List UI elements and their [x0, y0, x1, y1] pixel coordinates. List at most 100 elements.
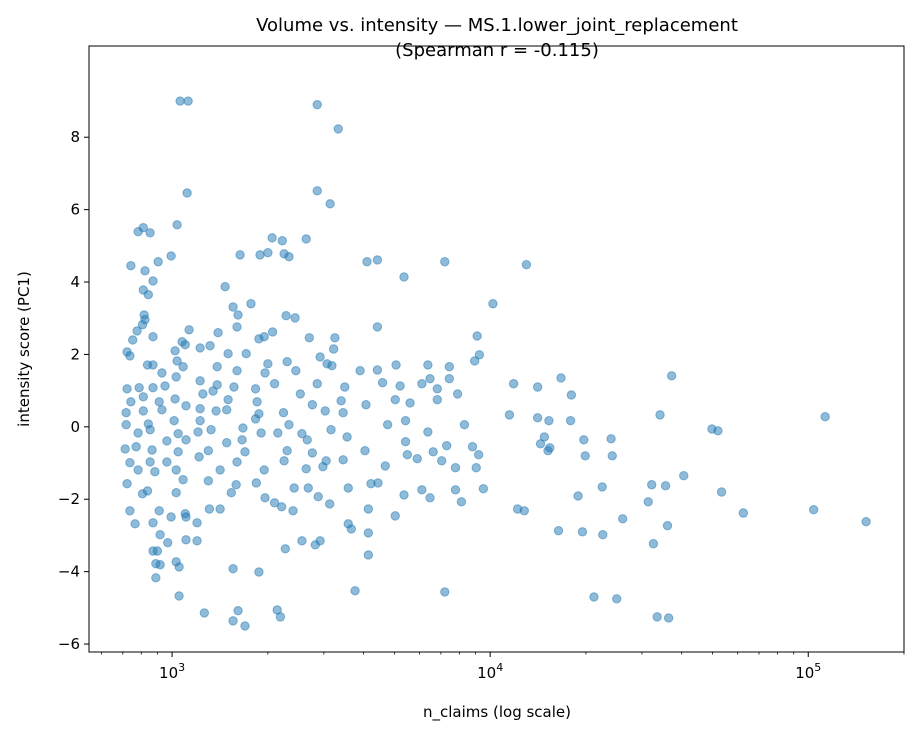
data-point — [138, 223, 149, 233]
data-point — [162, 436, 172, 446]
data-point — [269, 379, 280, 389]
data-point — [137, 320, 148, 330]
data-point — [212, 362, 222, 372]
data-point — [171, 372, 181, 382]
data-point — [738, 508, 749, 518]
data-point — [151, 573, 161, 583]
data-point — [363, 504, 374, 514]
data-point — [471, 463, 481, 473]
data-point — [400, 415, 411, 426]
data-point — [373, 478, 383, 488]
data-point — [137, 489, 148, 499]
data-point — [312, 99, 322, 110]
data-point — [441, 440, 452, 451]
data-point — [269, 498, 280, 508]
data-point — [579, 435, 589, 445]
data-point — [172, 220, 182, 230]
data-point — [598, 530, 608, 540]
data-point — [195, 404, 205, 414]
data-point — [157, 405, 167, 415]
data-point — [327, 360, 337, 371]
data-point — [436, 456, 447, 466]
data-point — [643, 497, 653, 507]
data-point — [177, 337, 187, 347]
data-point — [120, 444, 130, 454]
data-point — [155, 530, 165, 540]
data-point — [390, 511, 400, 521]
data-point — [577, 527, 588, 537]
data-point — [399, 490, 409, 500]
data-point — [417, 379, 427, 389]
data-point — [148, 331, 158, 342]
data-point — [215, 465, 225, 475]
data-point — [205, 341, 215, 351]
data-point — [152, 546, 163, 556]
data-point — [469, 356, 480, 366]
data-point — [312, 379, 322, 389]
data-point — [423, 427, 433, 437]
data-point — [808, 505, 819, 515]
x-tick-label: 104 — [477, 661, 503, 682]
data-point — [240, 447, 250, 457]
data-point — [282, 446, 292, 456]
data-point — [428, 447, 438, 457]
data-point — [235, 250, 245, 260]
data-point — [254, 567, 264, 577]
data-point — [432, 394, 442, 405]
data-point — [162, 457, 172, 467]
data-point — [260, 493, 270, 503]
data-point — [333, 124, 343, 134]
data-point — [343, 483, 353, 493]
axes: 103 104 105 −6 −4 −2 0 2 4 6 8 — [58, 128, 905, 682]
data-point — [228, 302, 238, 312]
data-point — [648, 539, 659, 549]
data-point — [544, 415, 554, 426]
data-point — [222, 438, 232, 448]
data-point — [452, 389, 463, 399]
data-point — [338, 455, 348, 465]
data-point — [173, 447, 183, 457]
data-point — [143, 289, 154, 300]
data-point — [232, 457, 242, 467]
data-point — [240, 621, 250, 631]
data-point — [263, 248, 273, 258]
data-point — [504, 410, 515, 420]
data-point — [713, 426, 723, 436]
data-point — [519, 506, 529, 516]
data-point — [312, 186, 322, 196]
data-point — [363, 550, 374, 560]
data-point — [573, 491, 583, 501]
data-point — [153, 257, 163, 267]
data-point — [423, 360, 433, 370]
data-point — [233, 310, 243, 320]
y-tick-label: −2 — [58, 490, 80, 508]
data-point — [372, 365, 383, 375]
data-point — [259, 331, 269, 342]
data-point — [169, 415, 179, 426]
data-point — [183, 96, 193, 106]
data-point — [256, 428, 266, 438]
data-point — [166, 512, 176, 522]
data-point — [302, 435, 312, 445]
x-tick-label: 103 — [159, 661, 185, 682]
data-point — [377, 377, 388, 388]
data-point — [174, 562, 184, 572]
data-point — [182, 188, 192, 198]
data-point — [310, 540, 321, 550]
data-point — [617, 514, 628, 524]
data-point — [307, 400, 318, 410]
data-point — [820, 411, 830, 422]
data-point — [450, 485, 461, 495]
data-point — [222, 405, 232, 415]
data-point — [166, 251, 176, 261]
data-point — [259, 465, 269, 475]
data-point — [325, 199, 335, 209]
data-point — [237, 435, 247, 445]
data-point — [647, 480, 657, 490]
data-point — [315, 352, 325, 362]
data-point — [223, 394, 233, 405]
data-point — [662, 520, 673, 531]
data-point — [134, 383, 144, 393]
data-point — [478, 484, 489, 494]
